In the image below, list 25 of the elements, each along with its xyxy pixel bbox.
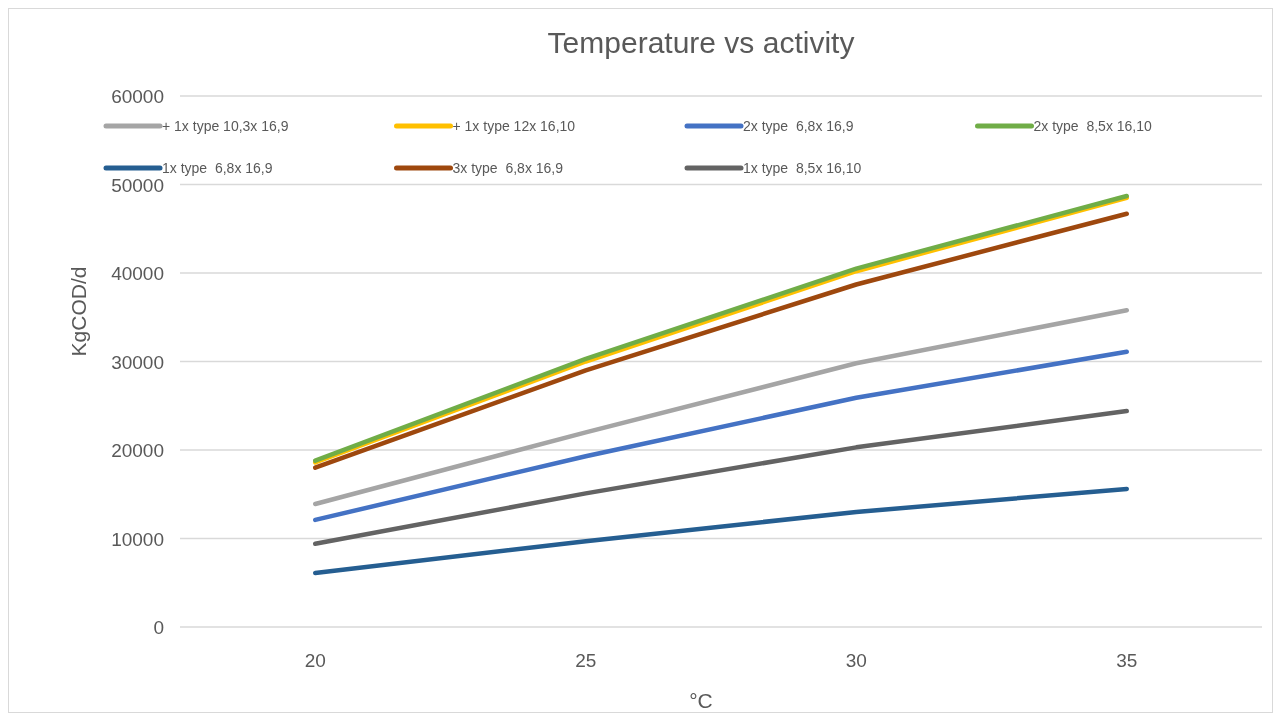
y-tick-label: 60000 (111, 86, 164, 107)
line-series (313, 408, 1129, 547)
y-tick-label: 30000 (111, 351, 164, 373)
line-series (313, 486, 1129, 576)
x-tick-label: 25 (575, 650, 597, 671)
legend-label: 2x type 6,8x 16,9 (743, 118, 854, 134)
x-tick-label: 35 (1116, 650, 1138, 671)
line-series (313, 349, 1129, 523)
y-tick-label: 0 (153, 617, 164, 638)
x-tick-label: 30 (845, 650, 867, 671)
legend-label: 3x type 6,8x 16,9 (452, 160, 564, 176)
y-tick-label: 10000 (111, 528, 164, 550)
legend-label: + 1x type 10,3x 16,9 (162, 118, 289, 134)
line-series (313, 307, 1129, 507)
x-tick-label: 20 (304, 650, 326, 671)
legend-label: + 1x type 12x 16,10 (452, 118, 576, 134)
y-tick-label: 40000 (111, 263, 164, 284)
legend-label: 1x type 8,5x 16,10 (743, 160, 862, 176)
y-tick-label: 50000 (111, 174, 164, 196)
chart-title: Temperature vs activity (547, 26, 855, 59)
x-axis-title: °C (689, 689, 713, 712)
legend-label: 1x type 6,8x 16,9 (162, 160, 273, 176)
y-tick-label: 20000 (111, 440, 164, 461)
y-axis-title: KgCOD/d (67, 266, 90, 357)
legend-label: 2x type 8,5x 16,10 (1033, 118, 1153, 134)
